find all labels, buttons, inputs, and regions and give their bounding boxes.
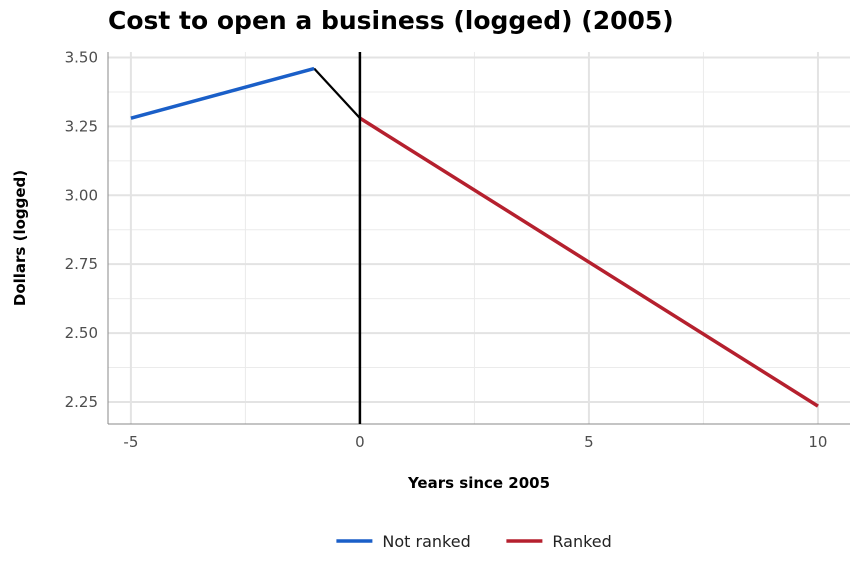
y-axis-title: Dollars (logged) — [11, 170, 29, 306]
legend-label-not-ranked: Not ranked — [382, 532, 470, 551]
y-tick-label: 2.50 — [65, 324, 98, 342]
x-tick-label: -5 — [123, 433, 138, 451]
x-tick-label: 0 — [355, 433, 365, 451]
y-tick-label: 2.75 — [65, 255, 98, 273]
line-layer — [130, 52, 819, 424]
chart-title: Cost to open a business (logged) (2005) — [108, 6, 674, 35]
x-tick-label: 5 — [584, 433, 594, 451]
y-tick-label: 3.50 — [65, 49, 98, 67]
series-line-ranked — [358, 116, 819, 408]
y-tick-label: 3.25 — [65, 117, 98, 135]
y-tick-label: 2.25 — [65, 393, 98, 411]
tick-layer: 2.25 2.50 2.75 3.00 3.25 3.50 -5 0 5 10 — [65, 49, 828, 451]
legend-label-ranked: Ranked — [552, 532, 611, 551]
series-line-not-ranked — [130, 66, 315, 120]
grid-layer — [108, 52, 850, 424]
x-axis-title: Years since 2005 — [407, 474, 550, 492]
y-tick-label: 3.00 — [65, 186, 98, 204]
axis-layer — [107, 52, 850, 425]
connector-line — [313, 67, 361, 119]
legend: Not ranked Ranked — [336, 532, 612, 551]
x-tick-label: 10 — [808, 433, 827, 451]
